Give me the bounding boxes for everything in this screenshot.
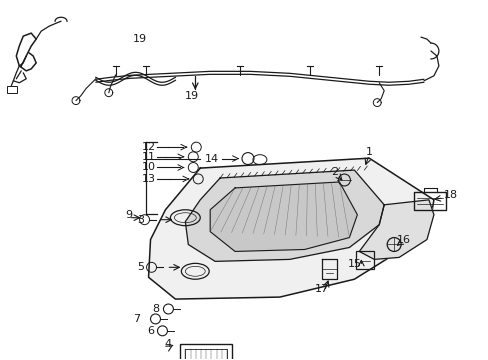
Text: 2: 2 (330, 167, 337, 177)
Text: 8: 8 (152, 304, 159, 314)
Text: 5: 5 (137, 262, 144, 272)
Bar (413, 192, 445, 210)
Text: 11: 11 (141, 152, 155, 162)
Text: 19: 19 (133, 34, 147, 44)
Text: 9: 9 (125, 210, 132, 220)
Bar (356, 251, 373, 269)
Bar (180, 344, 232, 360)
Text: 6: 6 (147, 326, 154, 336)
Polygon shape (210, 182, 357, 251)
Text: 4: 4 (164, 339, 172, 349)
Text: 1: 1 (365, 147, 372, 157)
Text: 17: 17 (314, 284, 328, 294)
Text: 7: 7 (133, 314, 140, 324)
Text: 14: 14 (204, 154, 219, 163)
Text: 10: 10 (141, 162, 155, 172)
Polygon shape (148, 158, 433, 299)
Text: 3: 3 (137, 215, 144, 225)
Text: 19: 19 (185, 91, 199, 101)
Bar (185, 349, 226, 360)
Polygon shape (359, 200, 433, 260)
Bar (7, 86, 17, 93)
Text: 16: 16 (396, 234, 410, 244)
Text: 18: 18 (443, 190, 457, 200)
Text: 15: 15 (346, 259, 361, 269)
Text: 12: 12 (141, 142, 155, 152)
Text: 13: 13 (141, 174, 155, 184)
Polygon shape (185, 170, 384, 261)
